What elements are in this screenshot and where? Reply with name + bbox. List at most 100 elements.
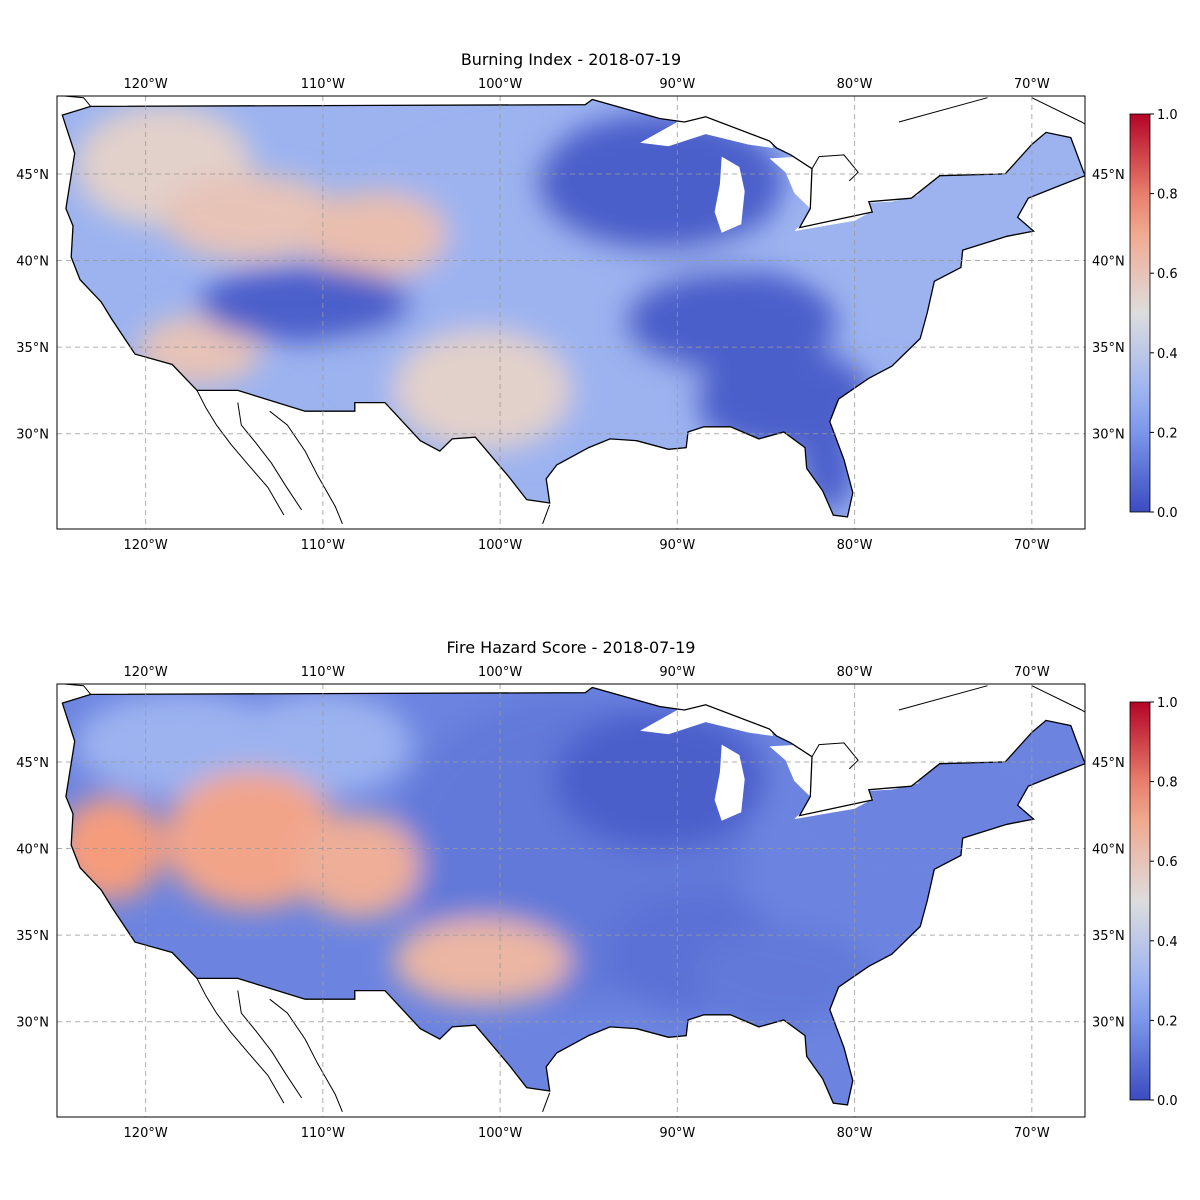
lon-tick-label-top: 90°W [659, 665, 695, 680]
coastline-segment [237, 990, 303, 1099]
coastline-segment [1031, 97, 1085, 176]
coastline-segment [64, 96, 92, 107]
colorbar-tick-label: 0.2 [1157, 1014, 1178, 1029]
coastline-segment [196, 390, 285, 516]
great-lake [714, 744, 745, 821]
colorbar [1129, 701, 1151, 1101]
coastline-segment [811, 154, 859, 182]
region-upper-midwest [553, 710, 766, 849]
lon-tick-label-top: 110°W [301, 77, 345, 92]
region-southeast [695, 347, 873, 452]
colorbar-tick-label: 0.4 [1157, 935, 1178, 950]
lon-tick-label-top: 90°W [659, 77, 695, 92]
colorbar-tick-label: 0.6 [1157, 855, 1178, 870]
lon-tick-label-top: 120°W [124, 665, 168, 680]
us-coastline [61, 686, 1085, 1106]
lat-tick-label-right: 40°N [1092, 255, 1125, 270]
lon-tick-label-top: 100°W [478, 665, 522, 680]
lon-tick-label-bottom: 120°W [124, 538, 168, 553]
lat-tick-label-left: 40°N [16, 255, 49, 270]
region-colorado-plateau [296, 813, 421, 918]
burning-index-panel: Burning Index - 2018-07-19 120°W 120°W 110… [0, 40, 1200, 600]
panel-title-burning-index: Burning Index - 2018-07-19 [460, 50, 682, 69]
colorbar [1129, 113, 1151, 513]
colorbar-tick-label: 0.6 [1157, 267, 1178, 282]
lat-tick-label-left: 40°N [16, 843, 49, 858]
great-lake [640, 115, 774, 148]
map-frame [56, 683, 1086, 1118]
colorbar-tick-label: 0.0 [1157, 506, 1178, 521]
map-frame [56, 95, 1086, 530]
lon-tick-label-bottom: 90°W [659, 1126, 695, 1141]
region-northeast [801, 139, 1085, 313]
lon-tick-label-bottom: 70°W [1014, 1126, 1050, 1141]
colorbar-tick-label: 1.0 [1157, 696, 1178, 711]
lat-tick-label-left: 35°N [16, 929, 49, 944]
region-southeast [695, 926, 873, 1031]
lon-tick-label-top: 70°W [1014, 665, 1050, 680]
fire-hazard-map: 120°W 120°W 110°W 110°W 100°W 100°W 90°W 90°W 80… [16, 665, 1178, 1141]
lat-tick-label-left: 35°N [16, 341, 49, 356]
coastline-segment [542, 1092, 551, 1112]
lon-tick-label-bottom: 100°W [478, 538, 522, 553]
lat-tick-label-left: 30°N [16, 428, 49, 443]
coastline-segment [237, 402, 303, 511]
coastline-segment [542, 504, 551, 524]
region-texas-southwest [393, 917, 571, 1005]
lat-tick-label-left: 30°N [16, 1016, 49, 1031]
colorbar-tick-label: 0.8 [1157, 188, 1178, 203]
us-data-field [62, 99, 1085, 517]
coastline-segment [196, 978, 285, 1104]
lon-tick-label-top: 120°W [124, 77, 168, 92]
lat-tick-label-right: 30°N [1092, 1016, 1125, 1031]
lat-tick-label-right: 45°N [1092, 756, 1125, 771]
region-utah-nevada [163, 770, 341, 910]
panel-title-fire-hazard: Fire Hazard Score - 2018-07-19 [446, 638, 696, 657]
colorbar-tick-label: 0.8 [1157, 776, 1178, 791]
lat-tick-label-right: 45°N [1092, 168, 1125, 183]
lat-tick-label-right: 35°N [1092, 341, 1125, 356]
region-wyoming-colorado [305, 191, 447, 278]
lon-tick-label-bottom: 110°W [301, 538, 345, 553]
lat-tick-label-right: 30°N [1092, 428, 1125, 443]
lon-tick-label-top: 100°W [478, 77, 522, 92]
region-great-basin-north [163, 173, 341, 261]
coastline-segment [898, 685, 988, 711]
lat-tick-label-right: 40°N [1092, 843, 1125, 858]
region-texas-southwest [393, 329, 571, 451]
lon-tick-label-bottom: 100°W [478, 1126, 522, 1141]
colorbar-tick-label: 1.0 [1157, 108, 1178, 123]
great-lake [714, 156, 745, 233]
lon-tick-label-top: 70°W [1014, 77, 1050, 92]
lon-tick-label-bottom: 120°W [124, 1126, 168, 1141]
lon-tick-label-bottom: 70°W [1014, 538, 1050, 553]
coastline-segment [64, 684, 92, 695]
colorbar-tick-label: 0.2 [1157, 426, 1178, 441]
lon-tick-label-bottom: 80°W [837, 538, 873, 553]
region-northern-rockies [234, 692, 412, 797]
colorbar-tick-label: 0.0 [1157, 1094, 1178, 1109]
fire-hazard-panel: Fire Hazard Score - 2018-07-19 120°W 120°… [0, 628, 1200, 1188]
burning-index-map: 120°W 120°W 110°W 110°W 100°W 100°W 90°W 90°W 80… [16, 77, 1178, 553]
great-lake [640, 703, 774, 736]
lat-tick-label-left: 45°N [16, 756, 49, 771]
lon-tick-label-top: 80°W [837, 665, 873, 680]
lat-tick-label-right: 35°N [1092, 929, 1125, 944]
coastline-segment [1031, 685, 1085, 764]
lat-tick-label-left: 45°N [16, 168, 49, 183]
lon-tick-label-bottom: 110°W [301, 1126, 345, 1141]
colorbar-tick-label: 0.4 [1157, 347, 1178, 362]
coastline-segment [898, 97, 988, 123]
lon-tick-label-bottom: 80°W [837, 1126, 873, 1141]
lon-tick-label-top: 80°W [837, 77, 873, 92]
coastline-segment [811, 742, 859, 770]
coastline-segment [269, 998, 343, 1112]
us-data-field [62, 687, 1085, 1105]
region-four-corners [198, 265, 412, 342]
coastline-segment [269, 410, 343, 524]
lon-tick-label-bottom: 90°W [659, 538, 695, 553]
lon-tick-label-top: 110°W [301, 665, 345, 680]
us-coastline [61, 98, 1085, 518]
region-pacific-northwest [74, 692, 288, 797]
